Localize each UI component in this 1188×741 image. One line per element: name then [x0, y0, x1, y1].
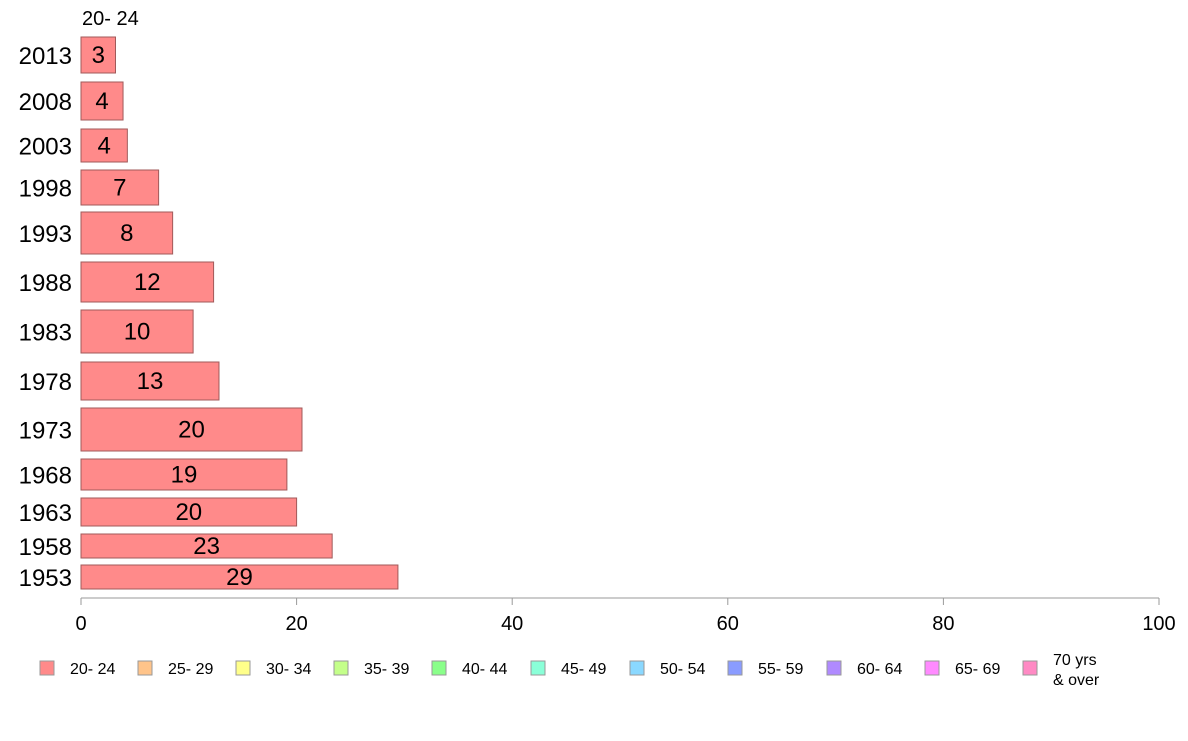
- bar-value-label-1988: 12: [134, 269, 161, 296]
- y-tick-label-2013: 2013: [19, 43, 72, 70]
- y-tick-label-1998: 1998: [19, 176, 72, 203]
- legend-label: 50- 54: [660, 661, 705, 678]
- x-tick-label-100: 100: [1142, 613, 1175, 635]
- bar-value-label-1958: 23: [193, 533, 220, 560]
- legend-label: 40- 44: [462, 661, 507, 678]
- bar-value-label-1973: 20: [178, 417, 205, 444]
- legend-item-8: 60- 64: [826, 660, 902, 678]
- legend-swatch: [39, 660, 55, 676]
- legend-item-2: 30- 34: [235, 660, 311, 678]
- legend-label: 30- 34: [266, 661, 311, 678]
- bar-value-label-2008: 4: [95, 88, 108, 115]
- bar-1953: [80, 564, 399, 590]
- bar-1978: [80, 361, 220, 401]
- bar-1973: [80, 407, 303, 452]
- bar-value-label-2013: 3: [92, 42, 105, 69]
- legend-swatch: [530, 660, 546, 676]
- legend-item-3: 35- 39: [333, 660, 409, 678]
- x-tick-label-80: 80: [932, 613, 954, 635]
- bar-value-label-2003: 4: [97, 133, 110, 160]
- bar-1968: [80, 458, 288, 491]
- series-header: 20- 24: [82, 8, 139, 30]
- legend-swatch: [235, 660, 251, 676]
- y-tick-label-1993: 1993: [19, 221, 72, 248]
- legend-swatch: [629, 660, 645, 676]
- bar-1993: [80, 211, 174, 255]
- bar-value-label-1968: 19: [171, 462, 198, 489]
- y-tick-label-1983: 1983: [19, 320, 72, 347]
- legend-label: 65- 69: [955, 661, 1000, 678]
- legend-swatch: [826, 660, 842, 676]
- y-tick-label-1958: 1958: [19, 534, 72, 561]
- legend-item-9: 65- 69: [924, 660, 1000, 678]
- bar-value-label-1993: 8: [120, 220, 133, 247]
- bar-2003: [80, 128, 128, 163]
- legend-label: 25- 29: [168, 661, 213, 678]
- legend-label: 70 yrs & over: [1053, 652, 1100, 689]
- x-tick-label-60: 60: [717, 613, 739, 635]
- legend-item-10: 70 yrs & over: [1022, 652, 1100, 689]
- legend-item-4: 40- 44: [431, 660, 507, 678]
- legend-item-1: 25- 29: [137, 660, 213, 678]
- x-tick-label-0: 0: [75, 613, 86, 635]
- legend-item-0: 20- 24: [39, 660, 115, 678]
- y-tick-label-1988: 1988: [19, 270, 72, 297]
- y-tick-label-1968: 1968: [19, 463, 72, 490]
- y-tick-label-1953: 1953: [19, 565, 72, 592]
- legend-item-5: 45- 49: [530, 660, 606, 678]
- bar-1998: [80, 169, 160, 206]
- bar-1988: [80, 261, 215, 303]
- x-tick-label-20: 20: [285, 613, 307, 635]
- bar-value-label-1978: 13: [137, 368, 164, 395]
- y-tick-label-2003: 2003: [19, 134, 72, 161]
- bar-2008: [80, 81, 124, 121]
- x-tick-label-40: 40: [501, 613, 523, 635]
- bar-2013: [80, 36, 116, 74]
- y-tick-label-1963: 1963: [19, 500, 72, 527]
- bar-value-label-1953: 29: [226, 564, 253, 591]
- bar-1963: [80, 497, 298, 527]
- legend-item-7: 55- 59: [727, 660, 803, 678]
- legend-label: 45- 49: [561, 661, 606, 678]
- legend-label: 20- 24: [70, 661, 115, 678]
- bar-value-label-1963: 20: [175, 499, 202, 526]
- bar-value-label-1983: 10: [124, 319, 151, 346]
- legend-swatch: [333, 660, 349, 676]
- legend-swatch: [1022, 660, 1038, 676]
- legend-label: 35- 39: [364, 661, 409, 678]
- legend-swatch: [727, 660, 743, 676]
- legend-swatch: [924, 660, 940, 676]
- legend-item-6: 50- 54: [629, 660, 705, 678]
- bar-1958: [80, 533, 333, 559]
- bar-value-label-1998: 7: [113, 175, 126, 202]
- y-tick-label-1978: 1978: [19, 369, 72, 396]
- legend-label: 55- 59: [758, 661, 803, 678]
- legend-swatch: [431, 660, 447, 676]
- bar-1983: [80, 309, 194, 354]
- y-tick-label-2008: 2008: [19, 89, 72, 116]
- y-tick-label-1973: 1973: [19, 418, 72, 445]
- legend-label: 60- 64: [857, 661, 902, 678]
- legend-swatch: [137, 660, 153, 676]
